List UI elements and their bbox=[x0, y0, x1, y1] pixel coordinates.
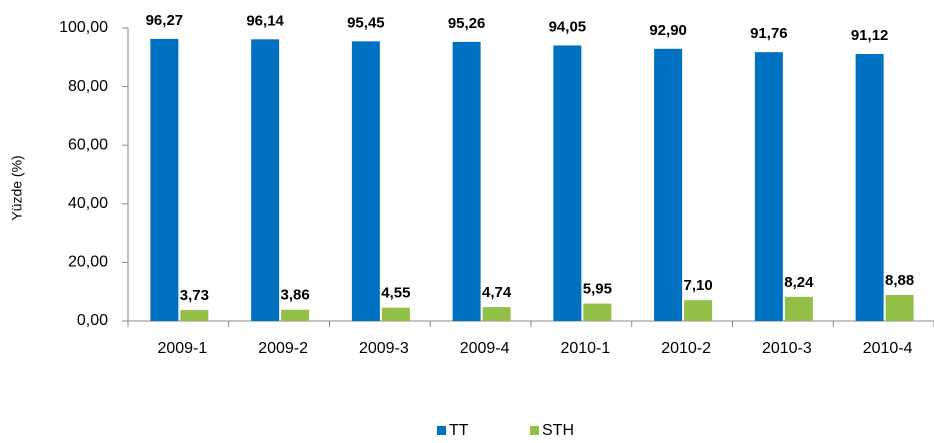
bar bbox=[452, 41, 481, 322]
legend-label: STH bbox=[542, 422, 574, 439]
y-tick-label: 100,00 bbox=[59, 19, 108, 36]
value-label: 92,90 bbox=[649, 22, 687, 39]
y-tick-label: 60,00 bbox=[68, 136, 108, 153]
legend-swatch bbox=[530, 426, 539, 435]
bar bbox=[251, 39, 280, 321]
bar bbox=[150, 38, 179, 322]
bar bbox=[351, 41, 380, 321]
value-label: 4,55 bbox=[381, 285, 410, 302]
value-label: 91,76 bbox=[750, 25, 788, 42]
bar bbox=[553, 45, 582, 321]
bar bbox=[784, 296, 813, 321]
value-label: 95,26 bbox=[448, 15, 486, 32]
bar bbox=[684, 300, 713, 321]
bar bbox=[654, 48, 683, 321]
x-tick-label: 2010-2 bbox=[661, 340, 711, 357]
y-tick-label: 80,00 bbox=[68, 78, 108, 95]
y-tick-label: 20,00 bbox=[68, 254, 108, 271]
bar bbox=[855, 54, 884, 321]
x-tick-label: 2010-1 bbox=[560, 340, 610, 357]
value-label: 5,95 bbox=[583, 281, 612, 298]
value-label: 91,12 bbox=[851, 27, 889, 44]
x-tick-label: 2009-1 bbox=[157, 340, 207, 357]
y-axis-title: Yüzde (%) bbox=[9, 155, 25, 220]
y-tick-label: 0,00 bbox=[77, 312, 108, 329]
value-label: 4,74 bbox=[482, 284, 512, 301]
bar bbox=[885, 294, 914, 321]
x-tick-label: 2009-2 bbox=[258, 340, 308, 357]
x-tick-label: 2010-4 bbox=[863, 340, 913, 357]
value-label: 7,10 bbox=[684, 277, 713, 294]
x-tick-label: 2009-4 bbox=[460, 340, 510, 357]
value-label: 96,27 bbox=[146, 12, 184, 29]
bar bbox=[381, 307, 410, 321]
value-label: 8,24 bbox=[784, 274, 814, 291]
x-tick-label: 2009-3 bbox=[359, 340, 409, 357]
value-label: 3,73 bbox=[180, 287, 209, 304]
legend-label: TT bbox=[449, 422, 469, 439]
value-label: 94,05 bbox=[549, 18, 587, 35]
y-tick-label: 40,00 bbox=[68, 195, 108, 212]
bar bbox=[583, 303, 612, 321]
x-tick-label: 2010-3 bbox=[762, 340, 812, 357]
value-label: 95,45 bbox=[347, 14, 385, 31]
legend-swatch bbox=[437, 426, 446, 435]
value-label: 8,88 bbox=[885, 272, 914, 289]
bar bbox=[482, 307, 511, 321]
bar bbox=[180, 310, 209, 321]
bar bbox=[754, 52, 783, 322]
bar bbox=[281, 309, 310, 321]
value-label: 96,14 bbox=[246, 12, 284, 29]
value-label: 3,86 bbox=[281, 287, 310, 304]
